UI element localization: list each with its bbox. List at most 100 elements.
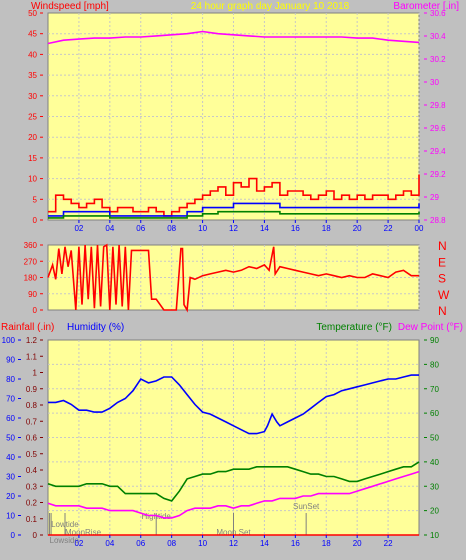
wind-hour-tick-label: 20 <box>353 224 362 233</box>
rainfall-tick-label: 1.1 <box>26 352 38 361</box>
barometer-axis-label: Barometer [.in] <box>393 1 459 12</box>
barometer-tick-label: 30.2 <box>430 55 446 64</box>
astronomy-events: LowtideMoonRiseLowsideHightideMoon SetSu… <box>49 502 320 545</box>
wind-hour-tick-label: 00 <box>415 224 424 233</box>
temperature-tick-label: 50 <box>430 434 439 443</box>
windspeed-tick-label: 5 <box>33 195 38 204</box>
wind-hour-tick-label: 18 <box>322 224 331 233</box>
temperature-line <box>47 461 420 502</box>
rainfall-tick-label: 1.2 <box>26 336 38 345</box>
rainfall-tick-label: 0 <box>33 531 38 540</box>
rain-humidity-temp-panel: LowtideMoonRiseLowsideHightideMoon SetSu… <box>1 322 463 548</box>
windspeed-tick-label: 30 <box>28 92 37 101</box>
wind-hour-tick-label: 02 <box>74 224 83 233</box>
temperature-hour-tick-label: 14 <box>260 539 269 548</box>
temperature-axis-label: Temperature (°F) <box>316 322 392 333</box>
wind-hour-tick-label: 10 <box>198 224 207 233</box>
windspeed-tick-label: 20 <box>28 133 37 142</box>
rainfall-tick-label: 0.6 <box>26 434 38 443</box>
wind-gust-line <box>48 174 420 217</box>
wind-time-axis: 02 04 06 08 10 12 14 16 18 20 22 00 <box>74 220 424 233</box>
compass-label: N <box>438 304 447 318</box>
wind-hour-tick-label: 12 <box>229 224 238 233</box>
rainfall-tick-label: 0.9 <box>26 385 38 394</box>
event-label: Lowside <box>50 536 80 545</box>
direction-tick-label: 270 <box>24 257 38 266</box>
compass-label: W <box>438 288 450 302</box>
windspeed-tick-label: 0 <box>33 216 38 225</box>
wind-series <box>47 30 420 219</box>
rainfall-tick-label: 0.3 <box>26 482 38 491</box>
temperature-hour-tick-label: 16 <box>291 539 300 548</box>
event-label: Hightide <box>142 512 172 521</box>
barometer-tick-label: 28.8 <box>430 216 446 225</box>
windspeed-tick-label: 15 <box>28 154 37 163</box>
humidity-tick-label: 100 <box>2 336 16 345</box>
barometer-tick-label: 30.6 <box>430 9 446 18</box>
humidity-tick-label: 60 <box>6 414 15 423</box>
temperature-hour-tick-label: 06 <box>136 539 145 548</box>
windspeed-tick-label: 35 <box>28 71 37 80</box>
rainfall-tick-label: 1 <box>33 369 38 378</box>
windspeed-tick-label: 40 <box>28 50 37 59</box>
humidity-tick-label: 20 <box>6 492 15 501</box>
humidity-tick-label: 90 <box>6 356 15 365</box>
barometer-tick-label: 29.6 <box>430 124 446 133</box>
temperature-hour-tick-label: 04 <box>105 539 114 548</box>
humidity-tick-label: 50 <box>6 434 15 443</box>
wind-hour-tick-label: 08 <box>167 224 176 233</box>
humidity-tick-label: 10 <box>6 512 15 521</box>
windspeed-tick-label: 45 <box>28 30 37 39</box>
humidity-axis-label: Humidity (%) <box>67 322 124 333</box>
humidity-tick-label: 0 <box>11 531 16 540</box>
windspeed-tick-label: 50 <box>28 9 37 18</box>
wind-hour-tick-label: 04 <box>105 224 114 233</box>
event-label: Moon Set <box>216 528 251 537</box>
dewpoint-axis-label: Dew Point (°F) <box>398 322 463 333</box>
humidity-line <box>48 374 419 435</box>
barometer-line <box>47 30 420 45</box>
wind-average-line <box>48 210 420 219</box>
direction-axis: 0 90 180 270 360 <box>24 241 43 315</box>
wind-speed-line <box>48 202 420 217</box>
temperature-hour-tick-label: 20 <box>353 539 362 548</box>
direction-series <box>47 243 419 313</box>
compass-label: N <box>438 239 447 253</box>
humidity-tick-label: 30 <box>6 473 15 482</box>
rainfall-tick-label: 0.2 <box>26 499 38 508</box>
wind-hour-tick-label: 14 <box>260 224 269 233</box>
wind-hour-tick-label: 16 <box>291 224 300 233</box>
barometer-tick-label: 30.4 <box>430 32 446 41</box>
temperature-tick-label: 80 <box>430 360 439 369</box>
barometer-tick-label: 30 <box>430 78 439 87</box>
barometer-tick-label: 29 <box>430 193 439 202</box>
barometer-tick-label: 29.8 <box>430 101 446 110</box>
rainfall-tick-label: 0.4 <box>26 466 38 475</box>
dew-point-line <box>47 470 420 519</box>
direction-tick-label: 360 <box>24 241 38 250</box>
temperature-tick-label: 70 <box>430 385 439 394</box>
chart-title: 24 hour graph day January 10 2018 <box>191 1 350 12</box>
temperature-tick-label: 10 <box>430 531 439 540</box>
temperature-hour-tick-label: 18 <box>322 539 331 548</box>
direction-tick-label: 0 <box>33 306 38 315</box>
humidity-axis: 0 10 20 30 40 50 60 70 80 90 100 <box>2 336 21 540</box>
temperature-tick-label: 90 <box>430 336 439 345</box>
compass-label: E <box>438 255 446 269</box>
rainfall-axis-label: Rainfall (.in) <box>1 322 54 333</box>
direction-tick-label: 180 <box>24 274 38 283</box>
direction-tick-label: 90 <box>28 290 37 299</box>
temperature-time-axis: 02 04 06 08 10 12 14 16 18 20 22 <box>74 535 393 548</box>
temperature-hour-tick-label: 22 <box>384 539 393 548</box>
event-label: SunSet <box>293 502 320 511</box>
temperature-hour-tick-label: 10 <box>198 539 207 548</box>
temperature-tick-label: 60 <box>430 409 439 418</box>
rainfall-axis: 0 0.1 0.2 0.3 0.4 0.5 0.6 0.7 0.8 0.9 1 1.1 1.2 <box>26 336 43 540</box>
windspeed-tick-label: 10 <box>28 175 37 184</box>
temperature-tick-label: 20 <box>430 507 439 516</box>
barometer-tick-label: 29.2 <box>430 170 446 179</box>
humidity-tick-label: 40 <box>6 453 15 462</box>
